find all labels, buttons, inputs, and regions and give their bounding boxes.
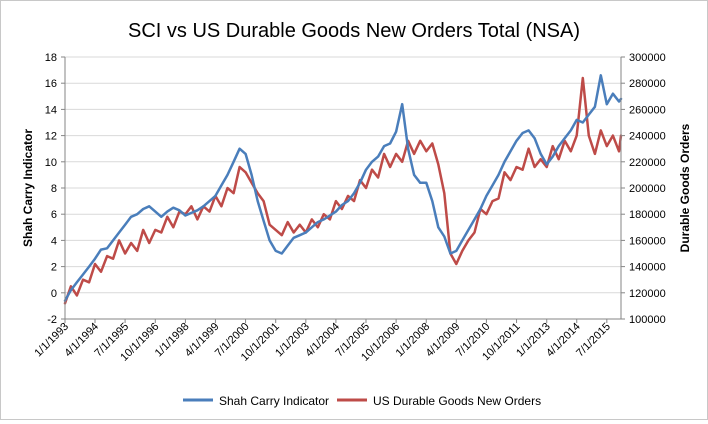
legend-label-durable-goods: US Durable Goods New Orders	[373, 394, 541, 408]
series-line-durable-goods-orders	[63, 76, 623, 305]
right-axis-ticks: 100000 120000 140000 160000 180000 200000 2200…	[621, 52, 666, 326]
right-tick-label: 180000	[629, 209, 666, 221]
right-tick-label: 120000	[629, 288, 666, 300]
right-tick-label: 100000	[629, 314, 666, 326]
right-tick-label: 160000	[629, 235, 666, 247]
left-tick-label: 2	[51, 262, 57, 274]
left-tick-label: 12	[45, 131, 57, 143]
x-axis-ticks: 1/1/19934/1/19947/1/199510/1/19961/1/199…	[32, 319, 613, 364]
left-tick-label: 18	[45, 52, 57, 64]
right-tick-label: 200000	[629, 183, 666, 195]
left-tick-label: 10	[45, 157, 57, 169]
legend: Shah Carry Indicator US Durable Goods Ne…	[183, 394, 541, 408]
right-tick-label: 220000	[629, 157, 666, 169]
series-line-shah-carry-indicator	[63, 74, 623, 302]
left-tick-label: 6	[51, 209, 57, 221]
series-layer	[63, 74, 623, 305]
right-tick-label: 140000	[629, 262, 666, 274]
left-tick-label: 4	[51, 235, 57, 247]
left-tick-label: 14	[45, 104, 57, 116]
left-tick-label: 0	[51, 288, 57, 300]
right-tick-label: 300000	[629, 52, 666, 64]
chart-title: SCI vs US Durable Goods New Orders Total…	[128, 20, 580, 42]
left-axis-ticks: -2 0 2 4 6 8 10 12 14 16 18	[45, 52, 65, 326]
right-tick-label: 260000	[629, 104, 666, 116]
right-tick-label: 280000	[629, 78, 666, 90]
legend-label-sci: Shah Carry Indicator	[219, 394, 329, 408]
right-tick-label: 240000	[629, 131, 666, 143]
gridlines	[65, 56, 621, 320]
left-tick-label: 16	[45, 78, 57, 90]
left-tick-label: -2	[47, 314, 57, 326]
left-axis-title: Shah Carry Indicator	[21, 129, 35, 247]
left-tick-label: 8	[51, 183, 57, 195]
right-axis-title: Durable Goods Orders	[678, 123, 692, 252]
